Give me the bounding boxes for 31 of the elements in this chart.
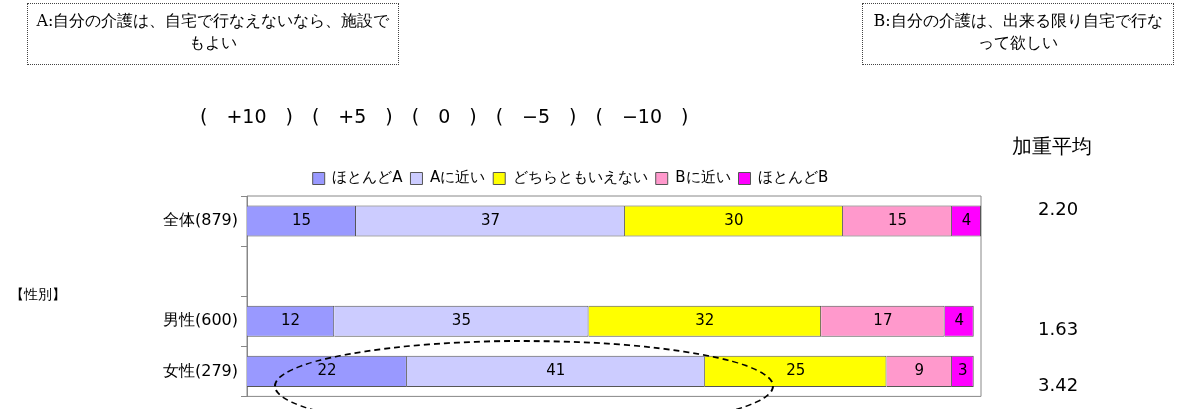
data-label: 3 — [958, 361, 968, 380]
text: B:自分の介護は、出来る限り自宅で行なって欲しい — [862, 3, 1174, 65]
data-label: 4 — [961, 210, 972, 229]
legend-label: Bに近い — [675, 168, 731, 187]
data-label: 32 — [695, 311, 715, 330]
data-label: 4 — [954, 311, 964, 330]
y-tick-label: 全体(879) — [162, 210, 239, 230]
data-label: 37 — [480, 210, 501, 229]
data-label: 41 — [546, 361, 566, 380]
y-tick-label: 男性(600) — [162, 310, 239, 330]
data-label: 35 — [451, 311, 471, 330]
legend-label: ほとんどA — [332, 168, 404, 187]
text: A:自分の介護は、自宅で行なえないなら、施設でもよい — [27, 3, 399, 65]
text: 加重平均 — [1012, 133, 1092, 160]
data-label: 22 — [317, 361, 337, 380]
legend-label: Aに近い — [429, 168, 486, 187]
text: 3.42 — [1038, 374, 1079, 395]
data-label: 12 — [281, 311, 301, 330]
data-label: 9 — [914, 361, 924, 380]
data-label: 25 — [786, 361, 806, 380]
text: 【性別】 — [10, 286, 66, 304]
text: ( +10 ) ( +5 ) ( 0 ) ( −5 ) ( −10 ) — [200, 104, 689, 129]
text: 1.63 — [1038, 318, 1079, 339]
y-tick-label: 女性(279) — [162, 360, 239, 380]
data-label: 17 — [873, 311, 893, 330]
text: 2.20 — [1038, 198, 1079, 219]
data-label: 30 — [724, 210, 744, 229]
data-label: 15 — [291, 210, 312, 229]
data-label: 15 — [887, 210, 907, 229]
legend-label: どちらともいえない — [512, 168, 648, 187]
legend-label: ほとんどB — [758, 168, 829, 187]
